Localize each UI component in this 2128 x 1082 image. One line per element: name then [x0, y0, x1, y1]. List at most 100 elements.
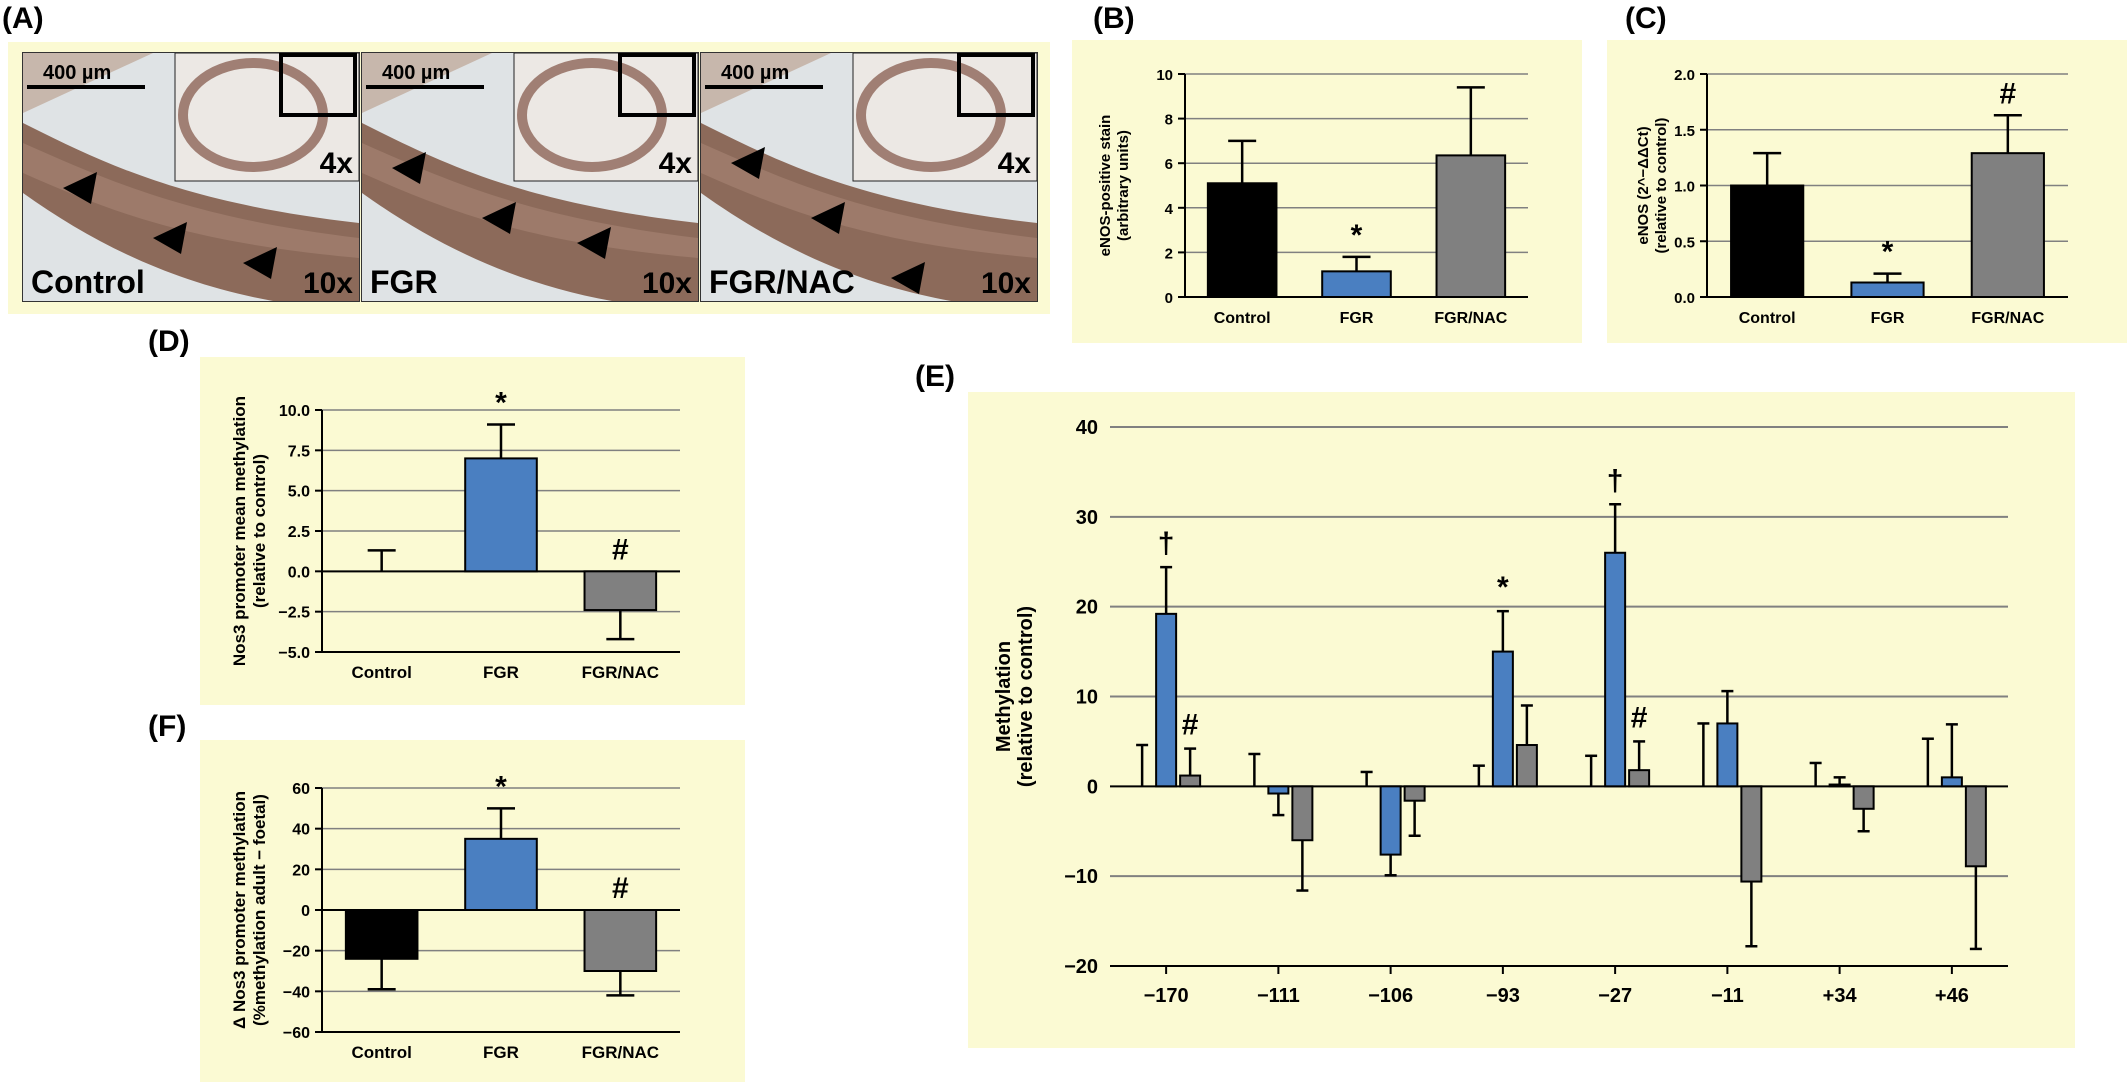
y-tick-label: 0.0: [288, 564, 310, 581]
chart-F: −60 −40 −20 0 20 40 60 Control FGR * FGR/NAC # Δ Nos…: [230, 770, 680, 1062]
bar: [1179, 774, 1202, 788]
y-tick-label: 1.5: [1674, 123, 1695, 140]
y-axis-label: Nos3 promoter mean methylation: [230, 396, 249, 666]
arrowhead-icon: [891, 262, 925, 294]
micrograph-2: 400 µm 4x 10x FGR: [361, 52, 699, 302]
significance-marker: †: [1607, 464, 1624, 497]
bar: [1628, 769, 1651, 788]
y-tick-label: 60: [292, 781, 310, 798]
bar-FGR/NAC: [583, 909, 658, 972]
main-magnification: 10x: [981, 267, 1031, 300]
arrowhead-icon: [392, 152, 426, 184]
inset-zoom-frame: [618, 53, 696, 117]
category-label: −170: [1144, 985, 1189, 1007]
bar-FGR: [464, 837, 538, 911]
panel-e-letter: (E): [915, 360, 955, 393]
significance-marker: *: [1351, 219, 1363, 252]
significance-marker: *: [1882, 236, 1894, 269]
chart-D: −5.0 −2.5 0.0 2.5 5.0 7.5 10.0 Control FGR * FGR/N…: [230, 387, 680, 682]
inset-zoom-frame: [957, 53, 1035, 117]
y-tick-label: −60: [283, 1025, 310, 1042]
category-label: Control: [351, 1043, 411, 1062]
y-tick-label: 6: [1165, 156, 1173, 173]
category-label: FGR: [483, 663, 519, 682]
significance-marker: #: [612, 533, 629, 566]
bar-Control: [1730, 184, 1805, 298]
significance-marker: *: [495, 387, 507, 420]
bar: [1964, 785, 1987, 868]
significance-marker: *: [1497, 571, 1509, 604]
bar-Control: [1206, 182, 1278, 299]
y-tick-label: 20: [292, 862, 310, 879]
inset-magnification: 4x: [320, 147, 354, 180]
bar: [1379, 785, 1402, 856]
significance-marker: #: [1999, 77, 2016, 110]
panel-b-letter: (B): [1093, 2, 1135, 35]
category-label: −106: [1368, 985, 1413, 1007]
category-label: Control: [351, 663, 411, 682]
category-label: Control: [1739, 310, 1796, 327]
y-tick-label: 10.0: [279, 403, 310, 420]
category-label: FGR/NAC: [1434, 310, 1507, 327]
bar: [1852, 785, 1875, 810]
y-tick-label: 0: [1087, 776, 1098, 798]
bar: [1291, 785, 1314, 842]
category-label: FGR/NAC: [582, 663, 659, 682]
y-axis-label: (relative to control): [250, 454, 269, 608]
bar: [1740, 785, 1763, 883]
y-tick-label: 40: [292, 822, 310, 839]
y-tick-label: 1.0: [1674, 179, 1695, 196]
chart-C: 0.0 0.5 1.0 1.5 2.0 Control FGR * FGR/NAC # eNOS (…: [1635, 67, 2068, 327]
group-label: FGR: [370, 264, 438, 300]
bar-FGR: [1321, 270, 1392, 299]
category-label: FGR: [1340, 310, 1374, 327]
panel-c-letter: (C): [1625, 2, 1667, 35]
category-label: +46: [1935, 985, 1969, 1007]
y-tick-label: 0: [301, 903, 310, 920]
bar: [1515, 744, 1538, 788]
category-label: −111: [1257, 985, 1300, 1007]
significance-marker: #: [612, 872, 629, 905]
y-tick-label: 4: [1165, 201, 1174, 218]
micrograph-1: 400 µm 4x 10x Control: [22, 52, 360, 302]
y-tick-label: 8: [1165, 112, 1173, 129]
y-axis-label: eNOS (2^−ΔΔCt): [1635, 126, 1652, 244]
y-axis-label: (arbitrary units): [1115, 130, 1132, 241]
arrowhead-icon: [63, 172, 97, 204]
adventitia: [23, 53, 153, 113]
main-magnification: 10x: [642, 267, 692, 300]
inset-zoom-frame: [279, 53, 357, 117]
y-tick-label: 30: [1076, 507, 1098, 529]
y-axis-label: (relative to control): [1015, 606, 1037, 787]
bar-FGR: [464, 457, 538, 573]
arrowhead-icon: [243, 247, 277, 279]
y-tick-label: 10: [1156, 67, 1173, 84]
y-tick-label: 2.0: [1674, 67, 1695, 84]
vessel-wall-layer: [362, 143, 698, 258]
arrowhead-icon: [153, 222, 187, 254]
y-tick-label: 5.0: [288, 484, 310, 501]
y-axis-label: Δ Nos3 promoter methylation: [230, 791, 249, 1029]
y-tick-label: 2: [1165, 245, 1173, 262]
y-tick-label: −10: [1064, 866, 1098, 888]
y-tick-label: 0.0: [1674, 290, 1695, 307]
bar-Control: [344, 909, 419, 960]
y-axis-label: Methylation: [993, 641, 1015, 752]
y-tick-label: 40: [1076, 417, 1098, 439]
y-tick-label: 20: [1076, 597, 1098, 619]
y-axis-label: (relative to control): [1653, 118, 1670, 254]
scale-bar-label: 400 µm: [382, 62, 450, 84]
bar: [1940, 776, 1963, 788]
y-tick-label: 10: [1076, 687, 1098, 709]
category-label: −11: [1711, 985, 1744, 1007]
significance-marker: #: [1631, 701, 1648, 734]
panel-a-letter: (A): [2, 2, 44, 35]
adventitia: [701, 53, 831, 113]
panel-d-letter: (D): [148, 325, 190, 358]
panel-e-background: [968, 392, 2075, 1048]
group-label: FGR/NAC: [709, 264, 855, 300]
panel-f-letter: (F): [148, 710, 187, 743]
arrowhead-icon: [731, 147, 765, 179]
significance-marker: *: [495, 770, 507, 803]
y-axis-label: (%methylation adult − foetal): [250, 794, 269, 1026]
